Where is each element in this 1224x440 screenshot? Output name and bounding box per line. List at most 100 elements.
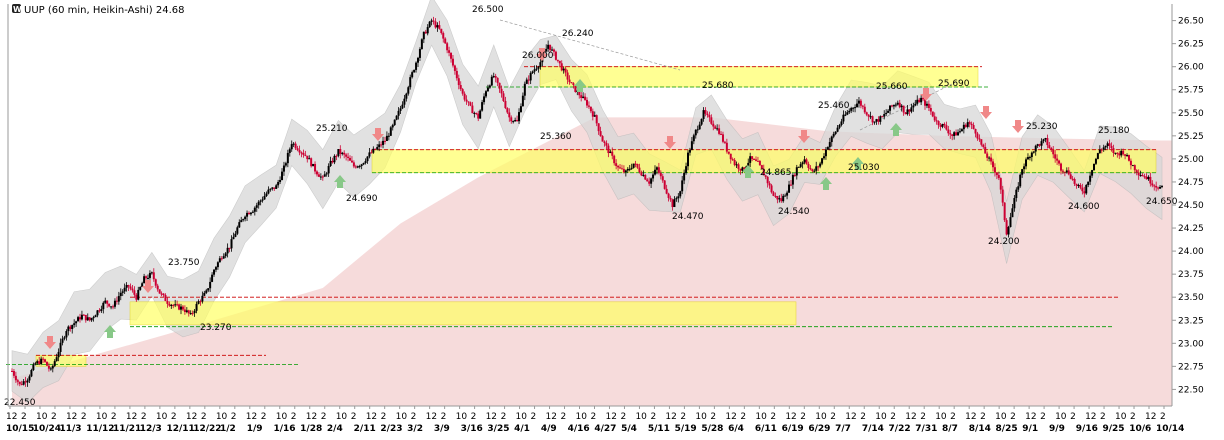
x-tick-number: 12 [546, 412, 557, 422]
candle-body [1091, 170, 1094, 176]
candle-body [815, 166, 818, 171]
candle-body [1013, 198, 1016, 209]
candle-body [211, 274, 214, 282]
x-tick-number: 12 [126, 412, 137, 422]
candle-body [80, 314, 83, 320]
candle-body [453, 65, 456, 71]
candle-body [251, 211, 254, 213]
candle-body [393, 119, 396, 126]
x-date-label: 9/25 [1103, 424, 1125, 434]
candle-body [110, 306, 113, 308]
candle-body [1155, 186, 1158, 188]
candle-body [335, 155, 338, 157]
candle-body [409, 77, 412, 88]
candle-body [222, 256, 225, 259]
price-annotation: 25.180 [1098, 126, 1130, 136]
candle-body [205, 290, 208, 293]
candle-body [203, 292, 206, 296]
candle-body [597, 123, 600, 132]
candle-body [904, 112, 907, 115]
candle-body [1141, 175, 1144, 177]
candle-body [927, 103, 930, 109]
candle-body [405, 93, 408, 99]
candle-body [838, 125, 841, 128]
candle-body [755, 159, 758, 161]
candle-body [665, 188, 668, 194]
x-tick-number: 2 [1070, 412, 1076, 422]
price-annotation: 26.000 [522, 51, 554, 61]
candle-body [657, 167, 660, 173]
x-tick-number: 12 [905, 412, 916, 422]
candle-body [999, 178, 1002, 190]
candle-body [292, 143, 295, 145]
x-tick-number: 2 [1100, 412, 1106, 422]
x-date-label: 10/6 [1129, 424, 1151, 434]
candle-body [539, 62, 542, 68]
candle-body [401, 104, 404, 109]
candle-body [290, 144, 293, 150]
candle-body [741, 167, 744, 171]
y-tick-label: 26.25 [1178, 40, 1204, 50]
candle-body [180, 306, 183, 310]
candle-body [619, 167, 622, 169]
candle-body [758, 160, 761, 166]
candle-body [795, 167, 798, 176]
x-tick-number: 10 [1115, 412, 1127, 422]
candle-body [121, 291, 124, 293]
candle-body [1038, 144, 1041, 146]
candle-body [75, 321, 78, 324]
candle-body [624, 170, 627, 173]
price-annotation: 25.230 [1026, 122, 1058, 132]
candle-body [1139, 175, 1142, 177]
candle-body [574, 85, 577, 92]
candle-body [599, 131, 602, 137]
x-date-label: 7/22 [889, 424, 911, 434]
x-date-label: 4/1 [514, 424, 530, 434]
y-tick-label: 22.50 [1178, 385, 1204, 395]
x-tick-number: 2 [231, 412, 237, 422]
candle-body [582, 96, 585, 98]
x-date-label: 12/22 [193, 424, 221, 434]
x-tick-number: 2 [860, 412, 866, 422]
x-date-label: 4/16 [568, 424, 590, 434]
candle-body [788, 184, 791, 193]
candle-body [653, 169, 656, 175]
candle-body [1085, 185, 1088, 194]
candle-body [988, 157, 991, 159]
candle-body [1036, 144, 1039, 146]
candle-body [1063, 171, 1066, 173]
candle-body [712, 123, 715, 127]
candle-body [349, 157, 352, 161]
candle-body [844, 114, 847, 116]
candle-body [403, 98, 406, 105]
candle-body [1126, 155, 1129, 157]
candle-body [201, 295, 204, 302]
candle-body [150, 272, 153, 274]
candle-body [214, 267, 217, 270]
candle-body [916, 99, 919, 104]
x-tick-number: 10 [36, 412, 48, 422]
candle-body [840, 121, 843, 126]
candle-body [1005, 220, 1008, 235]
candle-body [822, 156, 825, 159]
candle-body [1003, 202, 1006, 221]
price-annotation: 25.680 [702, 81, 734, 91]
candle-body [49, 368, 52, 370]
candle-body [1030, 152, 1033, 158]
candle-body [312, 163, 315, 167]
candle-body [780, 198, 783, 202]
candle-body [603, 141, 606, 143]
candle-body [1067, 170, 1070, 175]
x-tick-number: 12 [965, 412, 976, 422]
candle-body [131, 288, 134, 291]
x-date-label: 9/9 [1049, 424, 1065, 434]
candle-body [448, 50, 451, 53]
candle-body [207, 288, 210, 291]
candle-body [640, 172, 643, 176]
candle-body [53, 361, 56, 366]
candle-body [896, 102, 899, 105]
chart-header: W UUP (60 min, Heikin-Ashi) 24.68 [12, 4, 185, 16]
candle-body [300, 152, 303, 154]
buy-arrow-icon [334, 175, 346, 188]
